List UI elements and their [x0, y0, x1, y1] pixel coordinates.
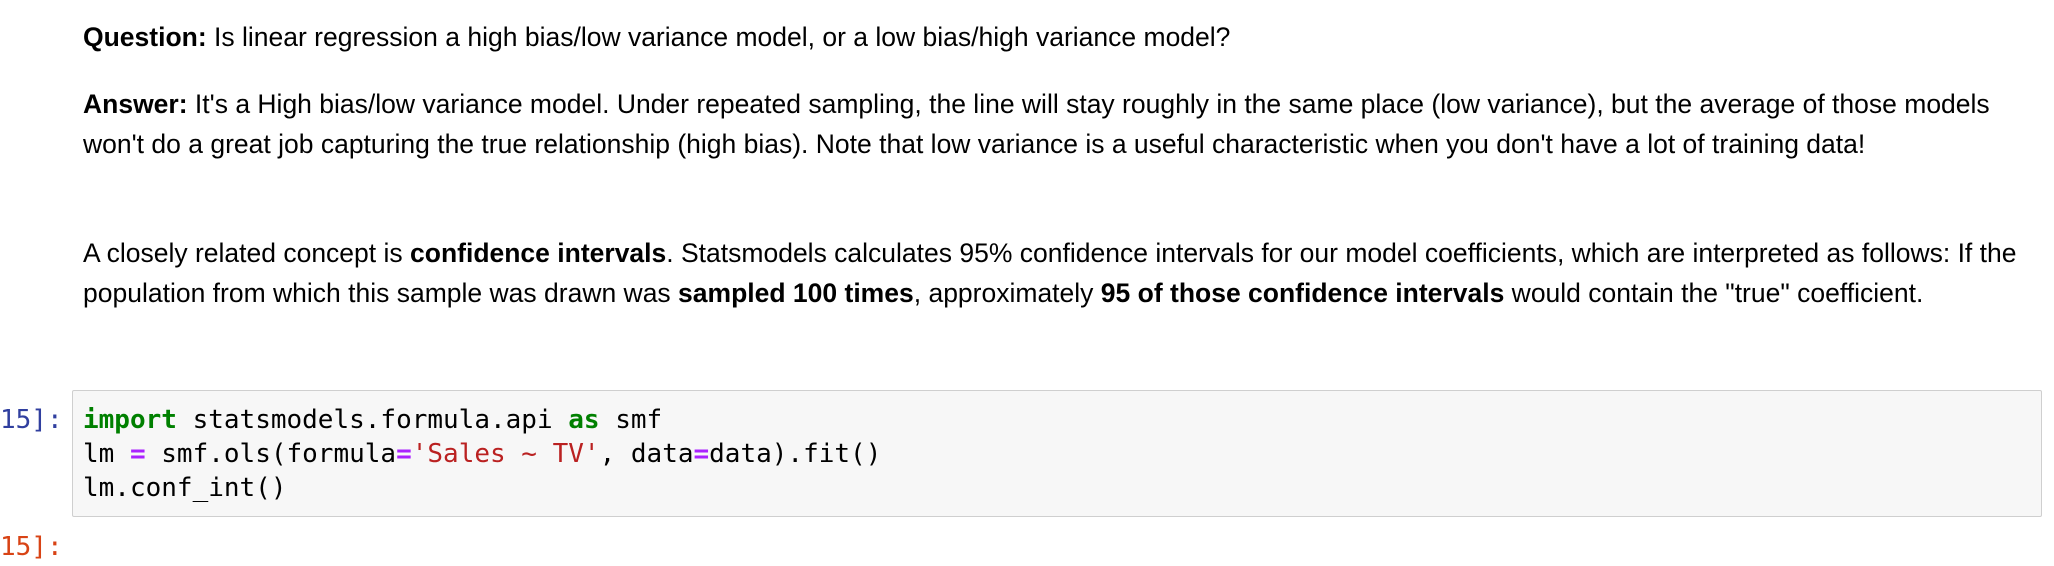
- ols-call: smf.ols(formula: [145, 439, 397, 469]
- code-line-2: lm = smf.ols(formula='Sales ~ TV', data=…: [83, 439, 881, 469]
- keyword-import: import: [83, 405, 177, 435]
- module-name: statsmodels.formula.api: [176, 405, 569, 435]
- code-line-1: import statsmodels.formula.api as smf: [83, 405, 662, 435]
- fit-call: data).fit(): [709, 439, 882, 469]
- answer-text: It's a High bias/low variance model. Und…: [83, 89, 1990, 159]
- input-prompt: 15]:: [0, 405, 63, 435]
- confidence-text-4: would contain the "true" coefficient.: [1504, 278, 1924, 308]
- assign-operator: =: [129, 439, 146, 469]
- code-cell-input[interactable]: import statsmodels.formula.api as smf lm…: [72, 390, 2042, 517]
- question-label: Question:: [83, 22, 207, 52]
- data-equals: =: [693, 439, 710, 469]
- keyword-as: as: [568, 405, 600, 435]
- code-line-3: lm.conf_int(): [83, 473, 287, 503]
- variable-lm: lm: [83, 439, 130, 469]
- question-text: Is linear regression a high bias/low var…: [206, 22, 1231, 52]
- confidence-bold-1: confidence intervals: [410, 238, 667, 268]
- output-prompt: 15]:: [0, 532, 63, 562]
- confidence-paragraph: A closely related concept is confidence …: [83, 233, 2043, 313]
- data-arg: , data: [599, 439, 694, 469]
- formula-equals: =: [396, 439, 412, 469]
- confidence-text-2: . Statsmodels calculates 95% confidence …: [83, 238, 2017, 308]
- confidence-bold-2: sampled 100 times: [678, 278, 914, 308]
- question-paragraph: Question: Is linear regression a high bi…: [83, 17, 2043, 57]
- answer-paragraph: Answer: It's a High bias/low variance mo…: [83, 84, 2043, 164]
- confidence-text-3: , approximately: [913, 278, 1101, 308]
- answer-label: Answer:: [83, 89, 188, 119]
- code-editor[interactable]: import statsmodels.formula.api as smf lm…: [83, 403, 881, 505]
- confidence-text-1: A closely related concept is: [83, 238, 411, 268]
- confidence-bold-3: 95 of those confidence intervals: [1100, 278, 1505, 308]
- formula-string: 'Sales ~ TV': [411, 439, 600, 469]
- module-alias: smf: [599, 405, 663, 435]
